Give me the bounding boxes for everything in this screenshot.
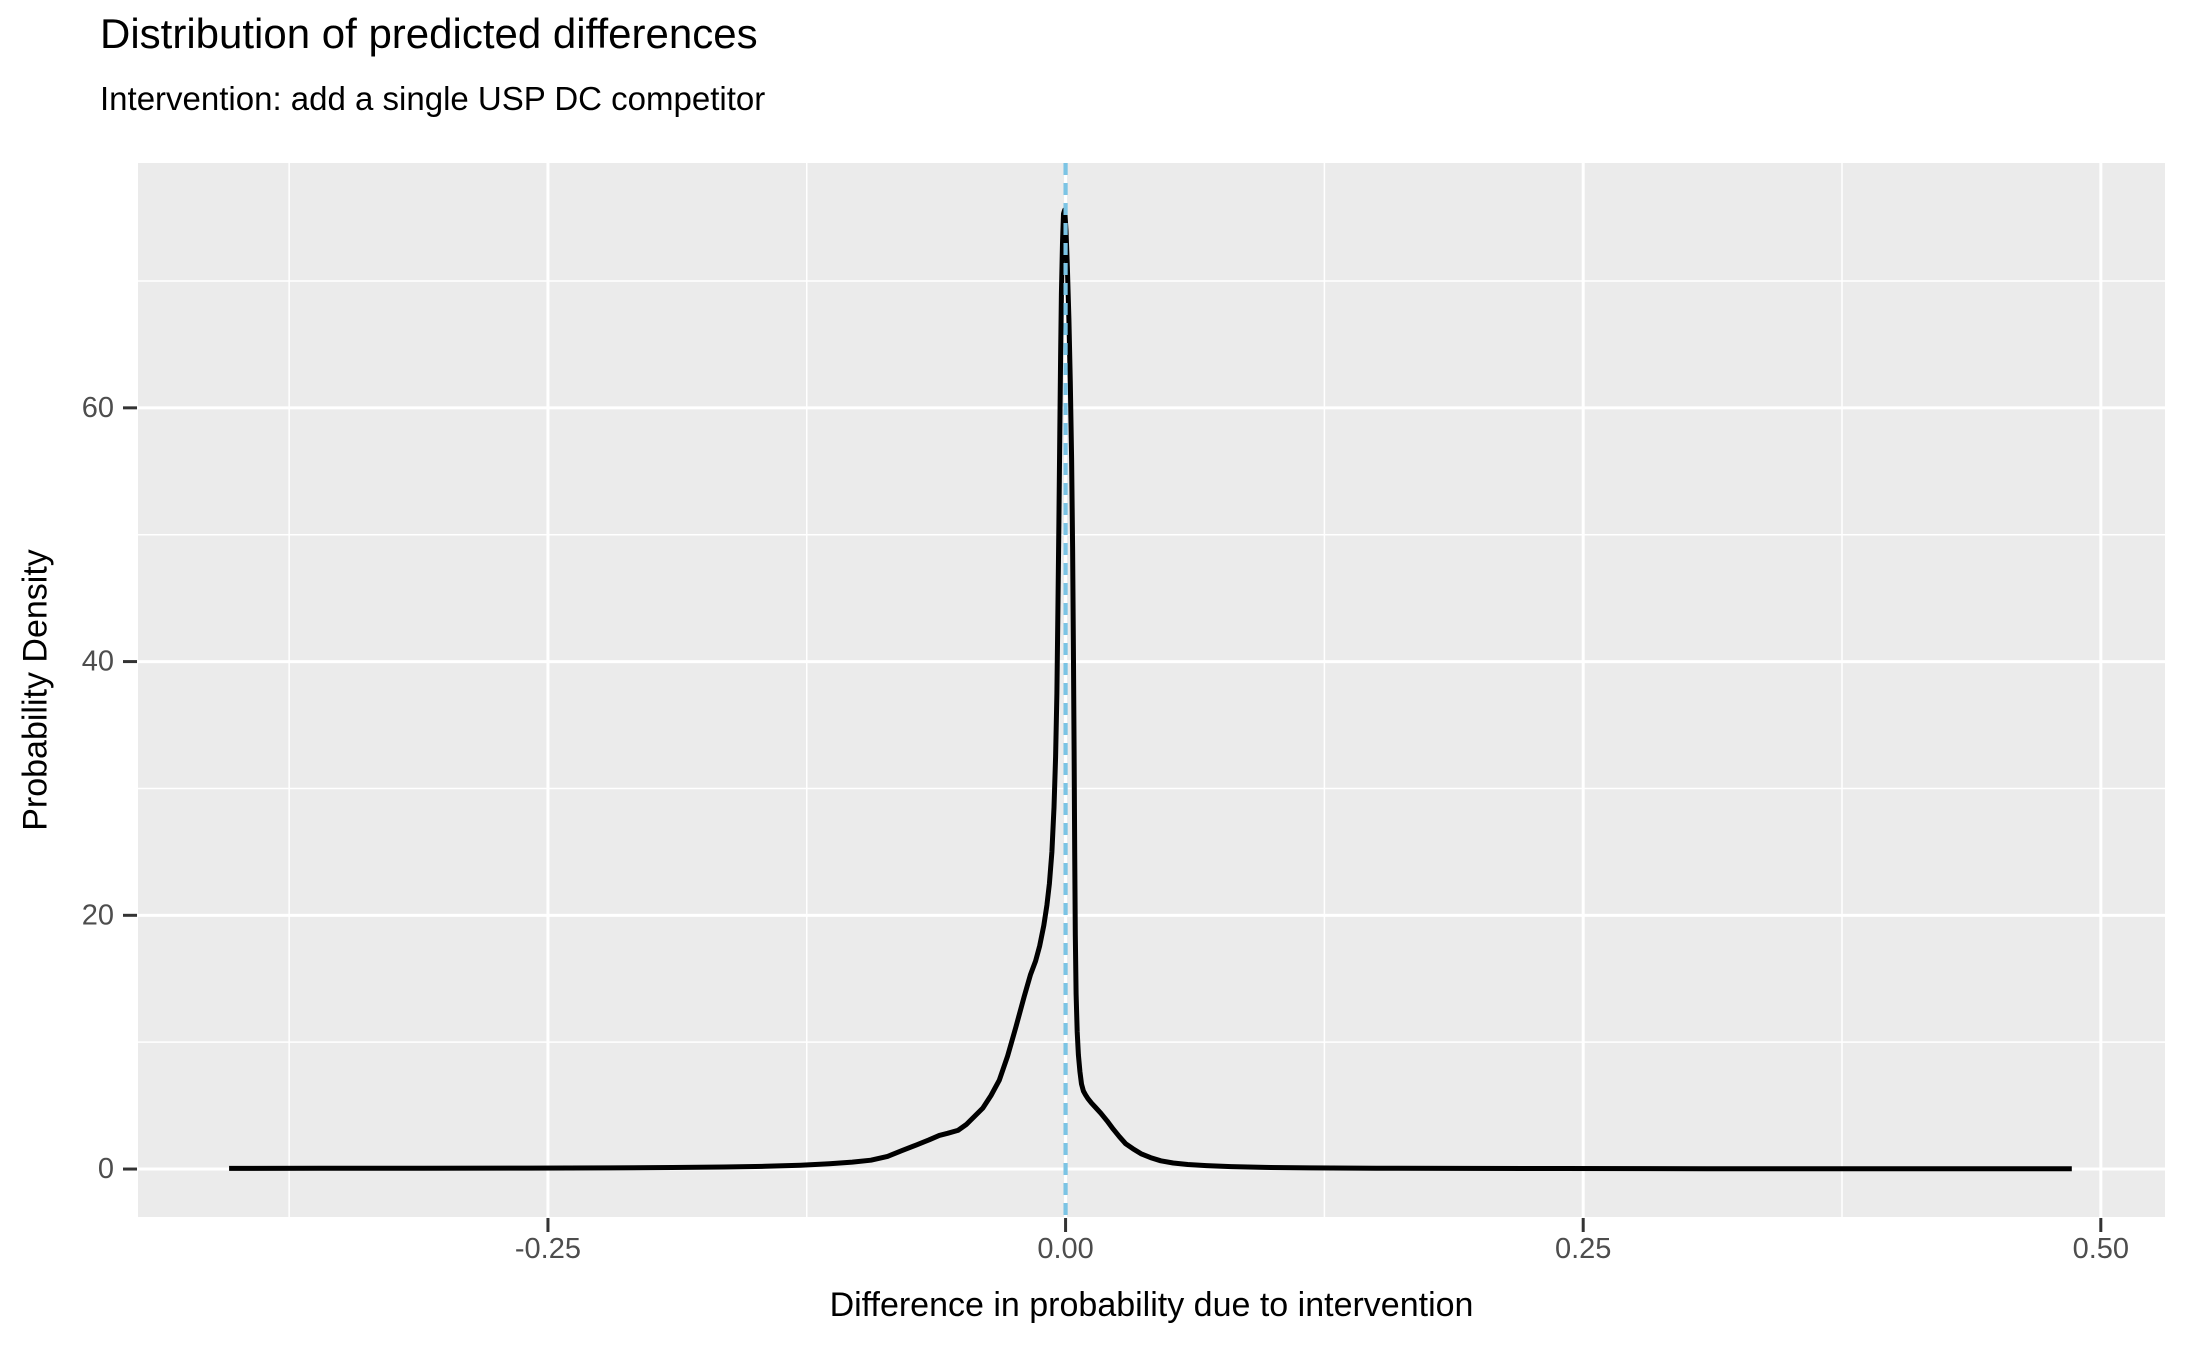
x-axis-tick-label: 0.50 <box>2073 1233 2129 1265</box>
y-axis-tick-label: 40 <box>82 646 114 678</box>
y-axis-tick-label: 60 <box>82 392 114 424</box>
x-axis-tick-label: 0.00 <box>1037 1233 1093 1265</box>
plot-subtitle: Intervention: add a single USP DC compet… <box>100 80 766 117</box>
x-axis-tick-label: -0.25 <box>515 1233 581 1265</box>
plot-title: Distribution of predicted differences <box>100 10 758 57</box>
x-axis-title: Difference in probability due to interve… <box>829 1286 1474 1324</box>
plot-panel <box>138 163 2165 1217</box>
x-axis-tick-label: 0.25 <box>1555 1233 1611 1265</box>
y-axis-title: Probability Density <box>16 549 55 831</box>
y-axis-tick-label: 20 <box>82 899 114 931</box>
y-axis-tick-label: 0 <box>98 1153 114 1185</box>
density-curve <box>229 207 2072 1172</box>
